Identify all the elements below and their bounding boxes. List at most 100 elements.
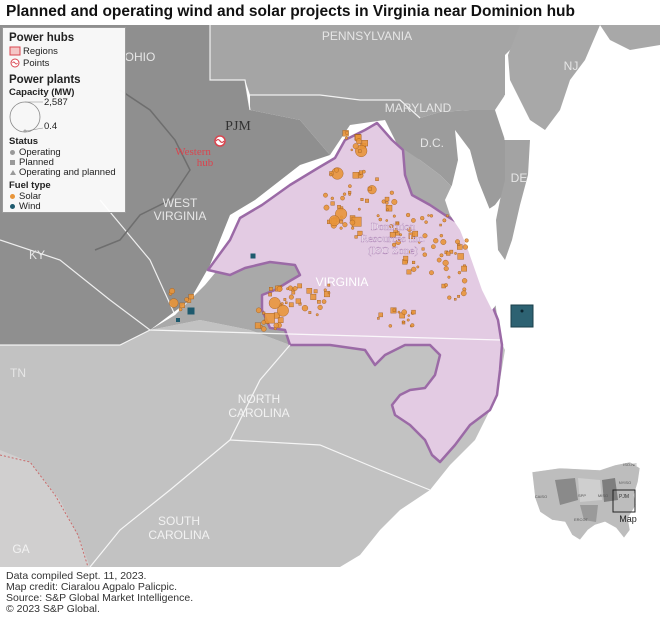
legend-status-operating-label: Operating xyxy=(19,146,61,158)
solar-plant-marker xyxy=(315,313,319,317)
label-dominion-3: (ISO Zone) xyxy=(368,245,419,257)
solar-plant-marker xyxy=(297,283,303,289)
map-legend: Power hubs Regions Points Power plants C… xyxy=(2,27,126,213)
solar-plant-marker xyxy=(408,250,411,254)
solar-plant-marker xyxy=(349,219,356,226)
solar-plant-marker xyxy=(188,293,194,300)
solar-plant-marker xyxy=(418,241,421,244)
solar-plant-marker xyxy=(323,288,327,292)
solar-plant-marker xyxy=(455,239,460,245)
solar-plant-marker xyxy=(330,201,335,206)
inset-nyiso-label: NYISO xyxy=(619,480,631,485)
regions-swatch-icon xyxy=(9,46,21,56)
solar-plant-marker xyxy=(399,233,403,237)
label-nj: NJ xyxy=(564,59,579,73)
solar-plant-marker xyxy=(431,244,436,249)
solar-plant-marker xyxy=(261,326,267,332)
solar-plant-marker xyxy=(454,298,457,301)
label-dc: D.C. xyxy=(420,136,444,150)
inset-us-map: PJM ISO-NE NYISO MISO CAISO SPP ERCOT Ma… xyxy=(531,461,641,541)
solar-plant-marker xyxy=(355,138,362,145)
solar-plant-marker xyxy=(444,283,448,288)
solar-plant-marker xyxy=(447,295,452,300)
label-de: DE xyxy=(511,171,528,185)
solar-plant-marker xyxy=(339,226,343,230)
solar-plant-marker xyxy=(406,318,410,322)
inset-pjm-label: PJM xyxy=(619,494,629,500)
label-pennsylvania: PENNSYLVANIA xyxy=(322,29,412,43)
legend-status-both-label: Operating and planned xyxy=(19,166,116,178)
solar-plant-marker xyxy=(462,244,469,250)
capacity-circles-icon xyxy=(9,101,44,133)
solar-plant-marker xyxy=(178,307,183,312)
solar-plant-marker xyxy=(420,216,425,221)
inset-spp-label: SPP xyxy=(578,493,586,498)
solar-plant-marker xyxy=(334,167,339,173)
solar-plant-marker xyxy=(351,226,355,230)
offshore-wind-marker xyxy=(510,304,534,328)
label-west-virginia-1: WEST xyxy=(163,196,198,210)
solar-plant-marker xyxy=(439,233,444,238)
solar-plant-marker xyxy=(422,252,427,257)
solar-plant-marker xyxy=(280,302,284,306)
solar-plant-marker xyxy=(286,287,290,291)
solar-plant-marker xyxy=(395,239,401,245)
legend-status-heading: Status xyxy=(9,136,39,147)
solar-plant-marker xyxy=(329,173,333,177)
solar-plant-marker xyxy=(169,288,176,295)
label-west-virginia-2: VIRGINIA xyxy=(154,209,207,223)
square-icon xyxy=(10,159,15,165)
solar-plant-marker xyxy=(446,214,449,218)
solar-plant-marker xyxy=(292,286,298,291)
solar-plant-marker xyxy=(268,297,281,309)
legend-capacity-max: 2,587 xyxy=(44,97,68,108)
legend-points-row: Points xyxy=(9,57,119,69)
solar-plant-marker xyxy=(443,266,449,272)
inset-miso-label: MISO xyxy=(598,493,608,498)
solar-plant-marker xyxy=(313,289,318,294)
solar-plant-marker xyxy=(381,199,386,204)
solar-plant-marker xyxy=(416,265,420,269)
solar-plant-marker xyxy=(411,309,416,315)
solar-plant-marker xyxy=(411,218,416,223)
land-maryland xyxy=(250,95,510,215)
solar-plant-marker xyxy=(335,207,348,220)
solar-plant-marker xyxy=(429,270,434,276)
solar-plant-marker xyxy=(342,192,347,196)
solar-plant-marker xyxy=(357,230,363,237)
solar-plant-marker xyxy=(295,298,301,304)
solar-plant-marker xyxy=(375,177,379,181)
solar-plant-marker xyxy=(436,257,442,263)
solar-plant-marker xyxy=(321,299,327,304)
wind-dot-icon xyxy=(10,203,15,209)
solar-plant-marker xyxy=(401,320,405,324)
solar-plant-marker xyxy=(393,228,398,233)
solar-plant-marker xyxy=(169,298,179,308)
solar-plant-marker xyxy=(352,172,359,179)
solar-plant-marker xyxy=(442,259,449,266)
circle-icon xyxy=(10,149,15,155)
solar-plant-marker xyxy=(348,184,352,188)
solar-plant-marker xyxy=(291,290,296,295)
solar-plant-marker xyxy=(273,322,279,329)
solar-plant-marker xyxy=(447,275,451,279)
solar-plant-marker xyxy=(323,192,328,198)
solar-plant-marker xyxy=(327,283,331,287)
solar-plant-marker xyxy=(359,170,363,175)
label-dominion-1: Dominion xyxy=(371,221,416,233)
western-hub-wave-icon xyxy=(215,138,225,144)
solar-plant-marker xyxy=(457,243,461,246)
footer-line-1: Data compiled Sept. 11, 2023. xyxy=(6,570,147,582)
legend-fuel-wind-label: Wind xyxy=(19,200,41,212)
solar-plant-marker xyxy=(301,304,309,312)
solar-plant-marker xyxy=(352,143,359,150)
solar-plant-marker xyxy=(323,291,330,298)
label-ga: GA xyxy=(12,542,29,556)
solar-plant-marker xyxy=(329,215,340,227)
state-borders xyxy=(0,25,506,567)
solar-plant-marker xyxy=(184,297,189,302)
legend-status-operating: Operating xyxy=(9,146,119,158)
solar-plant-marker xyxy=(317,304,323,310)
solar-plant-marker xyxy=(392,214,396,218)
solar-plant-marker xyxy=(358,149,362,153)
